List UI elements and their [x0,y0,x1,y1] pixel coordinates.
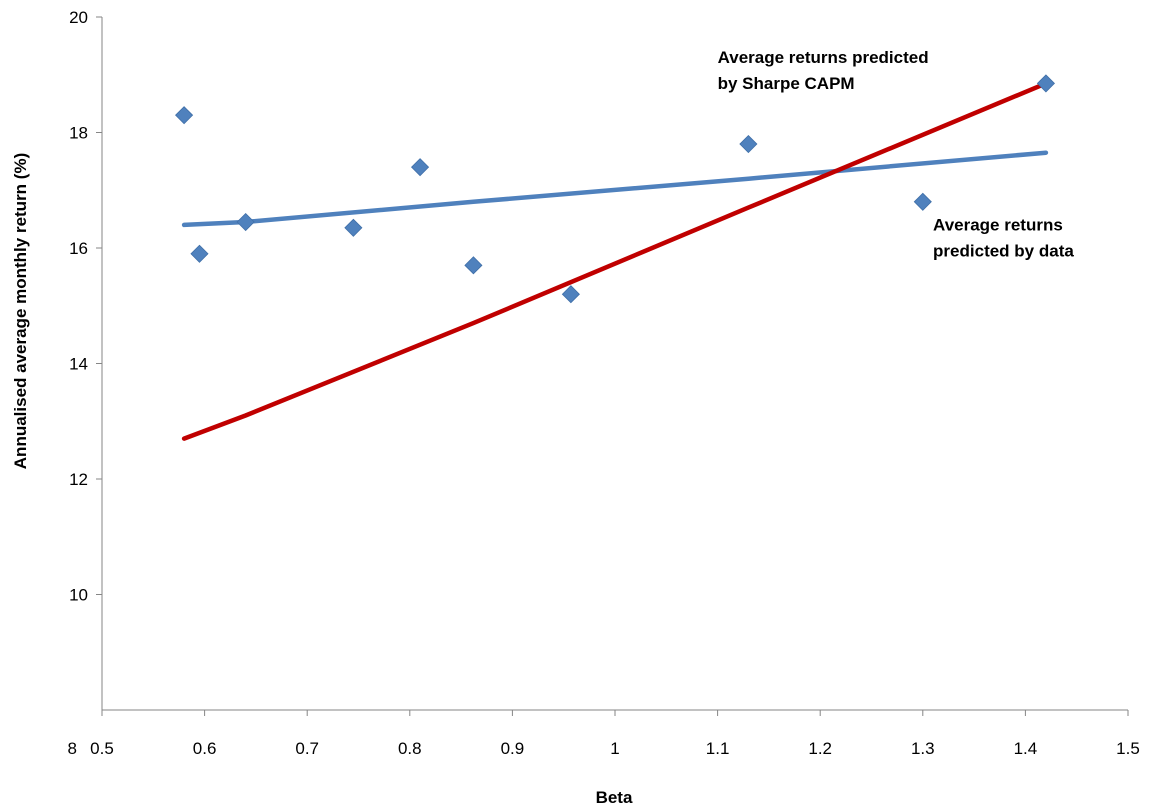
x-tick-label: 1 [610,739,619,758]
x-axis-title: Beta [596,788,633,807]
data-fit-line [181,150,1049,228]
y-tick-label: 12 [69,470,88,489]
y-axis-title: Annualised average monthly return (%) [11,153,30,469]
y-tick-label: 14 [69,355,88,374]
y-tick-label: 18 [69,124,88,143]
x-tick-label: 0.9 [501,739,525,758]
y-tick-label: 10 [69,586,88,605]
y-tick-label: 16 [69,239,88,258]
data-point [464,256,483,275]
data-point [175,106,194,125]
data-point [410,158,430,177]
x-tick-label: 0.8 [398,739,422,758]
x-tick-label: 1.5 [1116,739,1140,758]
x-tick-label: 0.7 [295,739,319,758]
annotations: Average returns predicted by Sharpe CAPM A… [718,48,1075,260]
x-tick-label: 0.5 [90,739,114,758]
x-tick-label: 1.1 [706,739,730,758]
x-tick-label: 1.4 [1014,739,1038,758]
data-point [190,244,209,263]
y-tick-label: 8 [68,739,77,758]
fit-lines [181,81,1049,441]
x-tick-label: 0.6 [193,739,217,758]
data-point [344,218,363,237]
y-tick-label: 20 [69,8,88,27]
data-point [236,212,255,232]
data-annotation: Average returns predicted by data [933,216,1074,261]
axes: 10 12 14 16 18 20 8 0.5 0.6 0.7 0.8 0.9 1 1.1 1.2 1.3 1.… [68,8,1140,758]
capm-prediction-line [181,81,1049,441]
data-point [561,285,580,304]
x-tick-label: 1.2 [808,739,832,758]
capm-annotation: Average returns predicted by Sharpe CAPM [718,48,929,93]
data-point [739,134,758,154]
data-point [1036,74,1055,93]
x-tick-label: 1.3 [911,739,935,758]
data-point [913,192,932,211]
data-points [175,74,1055,304]
